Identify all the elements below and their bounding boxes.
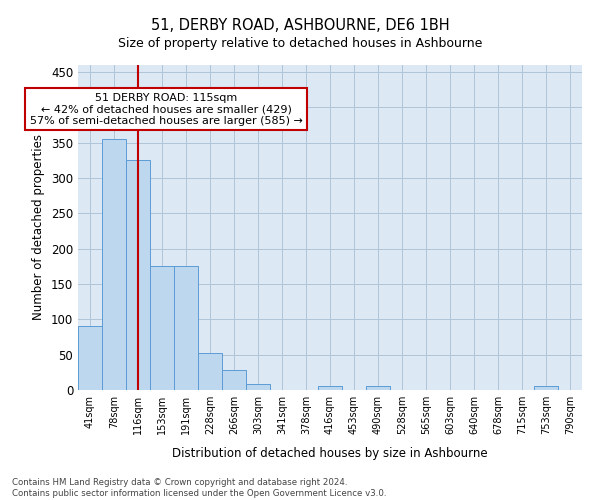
Bar <box>102 139 126 390</box>
Bar <box>150 266 174 390</box>
Bar <box>318 386 342 390</box>
Bar <box>126 160 150 390</box>
Bar <box>246 384 270 390</box>
Text: Size of property relative to detached houses in Ashbourne: Size of property relative to detached ho… <box>118 38 482 51</box>
Bar <box>222 370 246 390</box>
Text: 51, DERBY ROAD, ASHBOURNE, DE6 1BH: 51, DERBY ROAD, ASHBOURNE, DE6 1BH <box>151 18 449 32</box>
Y-axis label: Number of detached properties: Number of detached properties <box>32 134 46 320</box>
Bar <box>78 326 102 390</box>
Bar <box>534 386 558 390</box>
Text: Distribution of detached houses by size in Ashbourne: Distribution of detached houses by size … <box>172 448 488 460</box>
Bar <box>198 352 222 390</box>
Bar <box>174 266 198 390</box>
Text: Contains HM Land Registry data © Crown copyright and database right 2024.
Contai: Contains HM Land Registry data © Crown c… <box>12 478 386 498</box>
Bar <box>366 386 390 390</box>
Text: 51 DERBY ROAD: 115sqm
← 42% of detached houses are smaller (429)
57% of semi-det: 51 DERBY ROAD: 115sqm ← 42% of detached … <box>30 92 302 126</box>
